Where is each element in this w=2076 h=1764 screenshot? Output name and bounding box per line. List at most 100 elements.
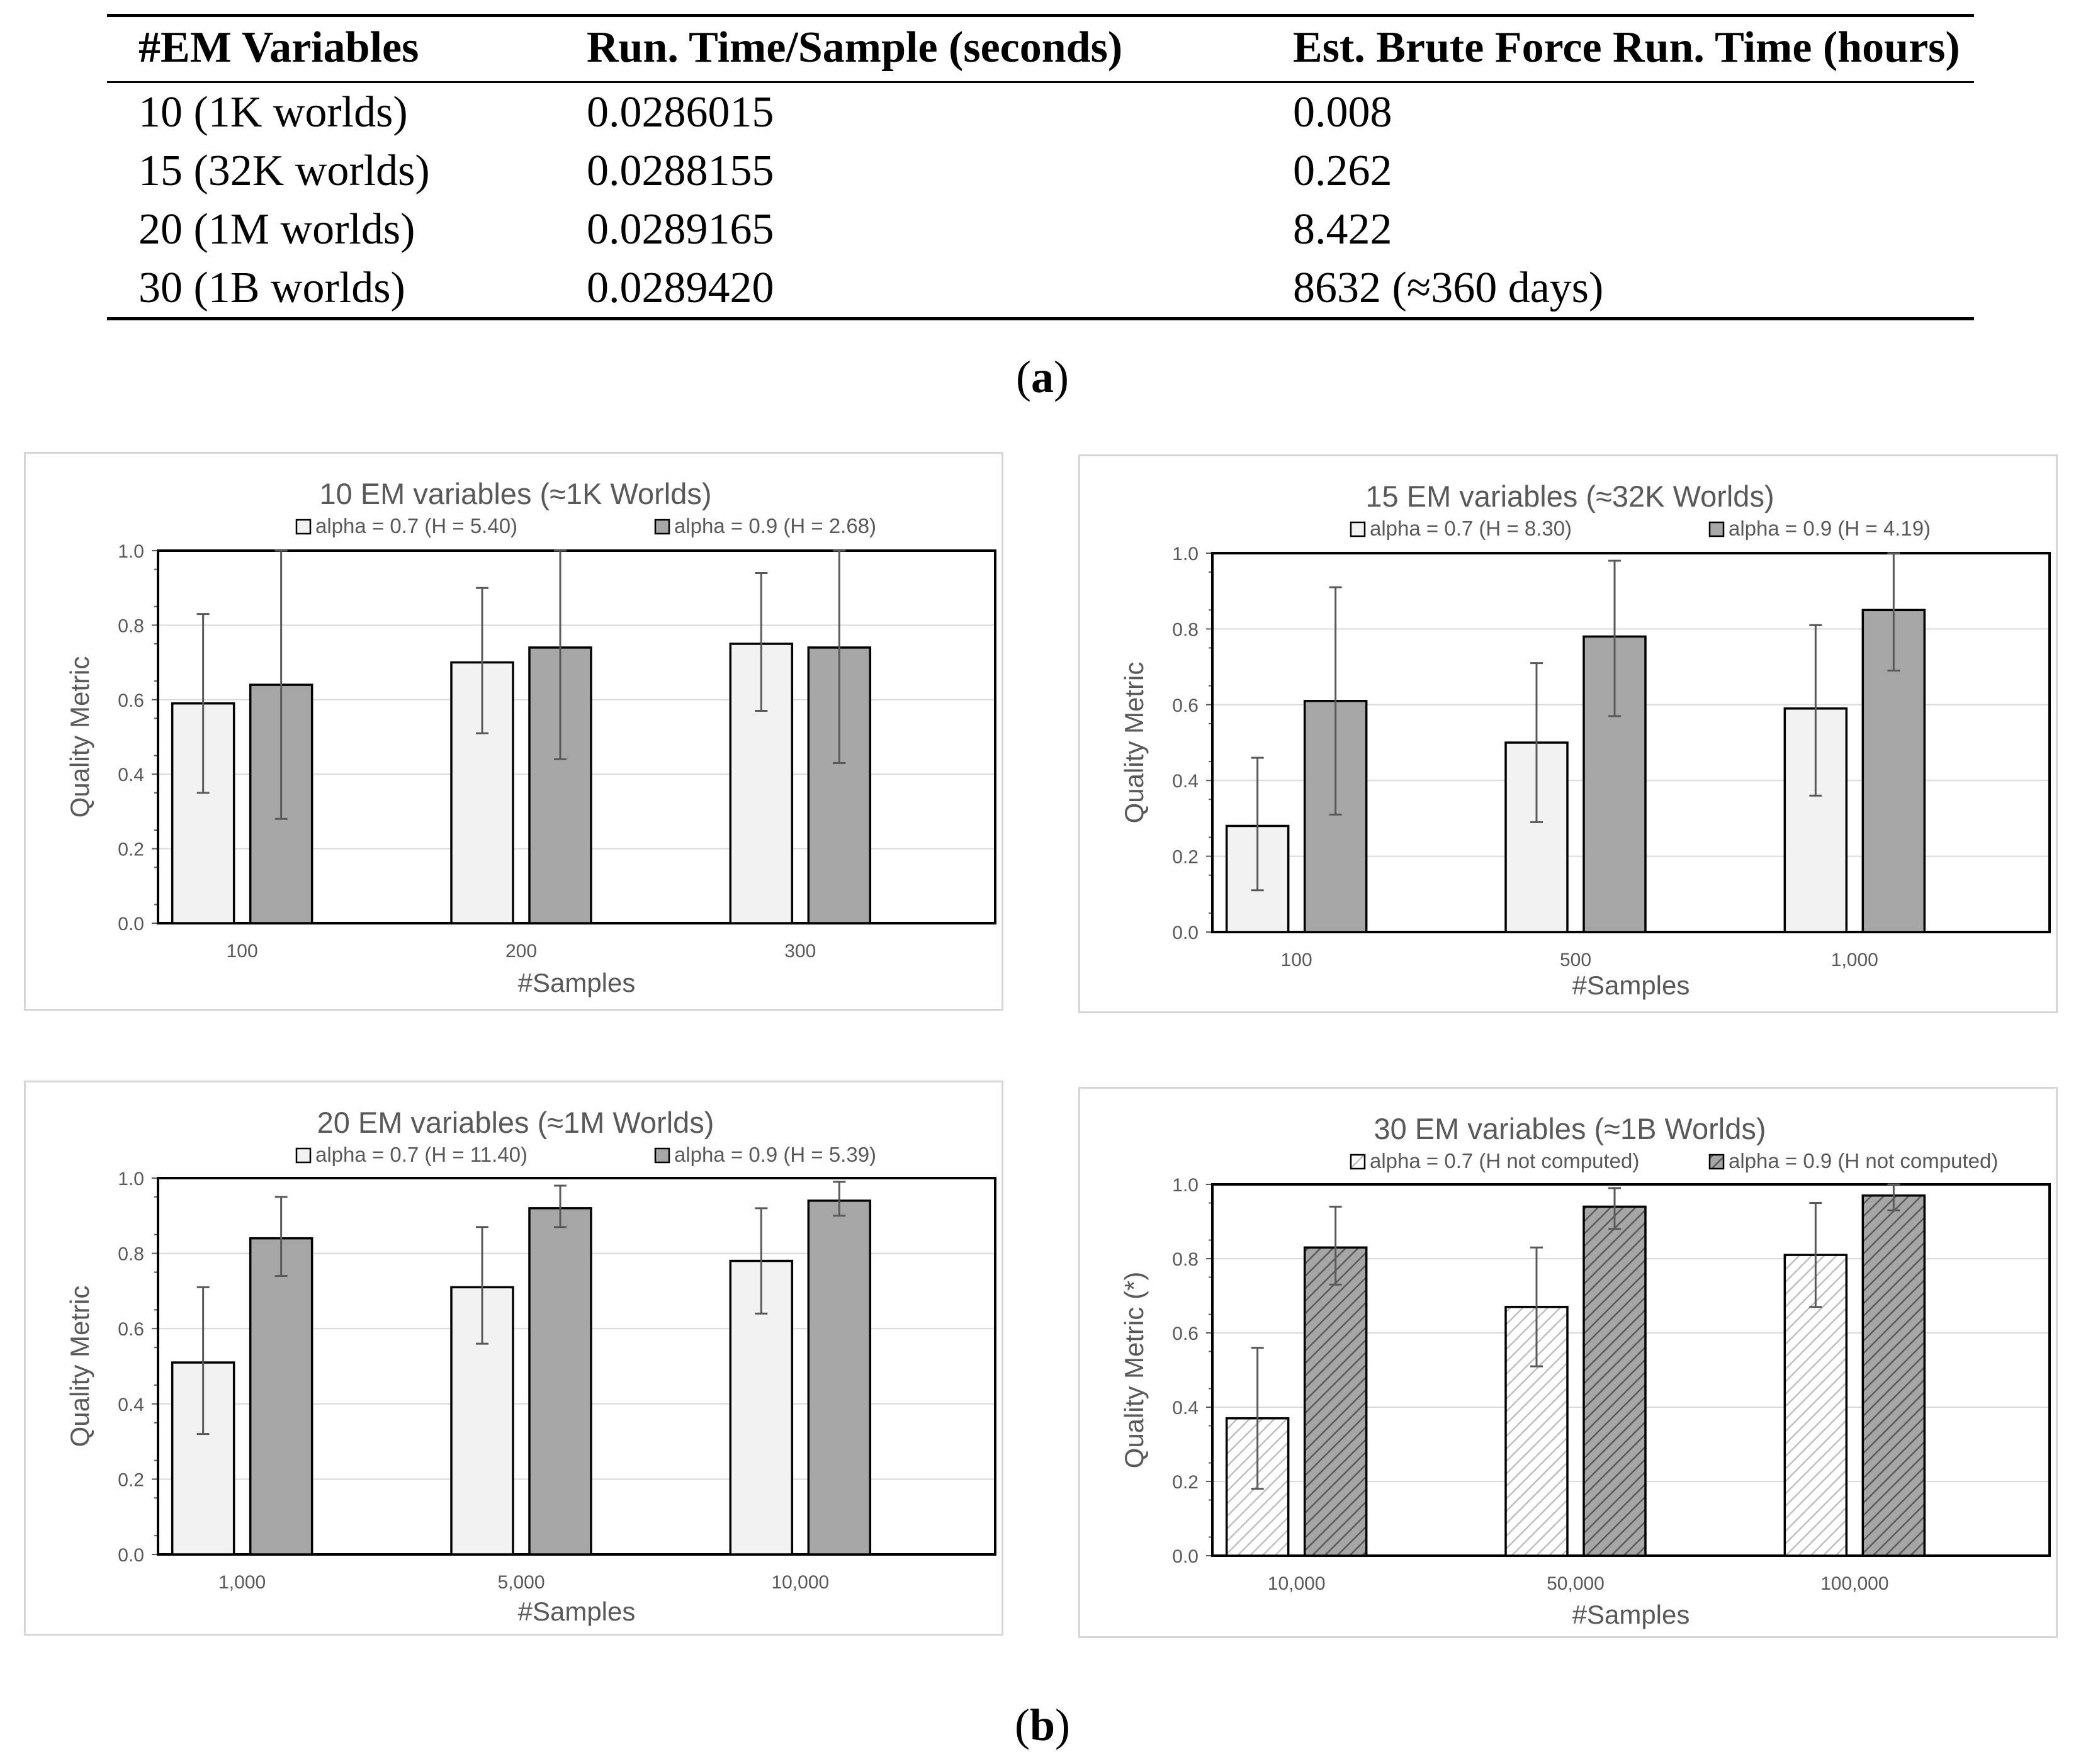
chart-svg: 10 EM variables (≈1K Worlds) alpha = 0.7 …: [65, 477, 996, 997]
table-cell: 8632 (≈360 days): [1293, 263, 1604, 312]
legend-swatch: [1350, 1154, 1366, 1170]
table-cell: 0.0288155: [587, 146, 774, 195]
figure-caption: (b): [979, 1699, 1105, 1751]
legend-label: alpha = 0.9 (H = 4.19): [1729, 517, 1931, 540]
legend-swatch: [654, 1147, 670, 1164]
y-tick-label: 0.8: [118, 1244, 144, 1265]
x-tick-label: 200: [505, 941, 537, 962]
y-tick-label: 1.0: [118, 1169, 144, 1189]
table-cell: 15 (32K worlds): [138, 146, 430, 195]
bar: [249, 1237, 313, 1556]
table-cell: 0.008: [1293, 87, 1392, 137]
y-tick-label: 0.0: [118, 914, 144, 935]
y-tick-label: 0.4: [118, 765, 144, 785]
x-tick-label: 100: [1281, 950, 1312, 970]
y-tick-label: 0.4: [118, 1395, 144, 1415]
table-cell: 8.422: [1293, 205, 1392, 254]
runtime-table: #EM Variables Run. Time/Sample (seconds)…: [107, 14, 1974, 320]
y-tick-label: 0.2: [118, 840, 144, 860]
y-tick-label: 0.0: [1172, 1546, 1199, 1567]
x-tick-label: 500: [1560, 950, 1591, 970]
y-tick-label: 1.0: [1172, 544, 1199, 565]
x-axis-label: #Samples: [518, 968, 636, 997]
x-tick-label: 100,000: [1820, 1573, 1888, 1594]
legend-label: alpha = 0.9 (H not computed): [1729, 1149, 1998, 1172]
y-tick-label: 0.8: [118, 615, 144, 636]
caption-paren: ): [1054, 352, 1069, 402]
table-header-cell: Run. Time/Sample (seconds): [587, 23, 1123, 72]
bar: [1582, 1205, 1647, 1557]
y-axis-label: Quality Metric: [1119, 662, 1149, 824]
table-row: 15 (32K worlds) 0.0288155 0.262: [107, 142, 1974, 200]
table-header-cell: Est. Brute Force Run. Time (hours): [1293, 23, 1960, 72]
y-tick-label: 0.2: [118, 1469, 144, 1490]
x-tick-label: 300: [784, 941, 816, 962]
table-row: 20 (1M worlds) 0.0289165 8.422: [107, 200, 1974, 259]
chart-title: 20 EM variables (≈1M Worlds): [317, 1106, 714, 1139]
y-tick-label: 1.0: [118, 541, 144, 562]
caption-paren: (: [1016, 352, 1031, 402]
chart-svg: 30 EM variables (≈1B Worlds) alpha = 0.7 …: [1119, 1112, 2051, 1629]
caption-letter: b: [1029, 1700, 1056, 1750]
chart-svg: 20 EM variables (≈1M Worlds) alpha = 0.7 …: [65, 1106, 996, 1626]
x-tick-label: 10,000: [771, 1572, 829, 1593]
table-cell: 20 (1M worlds): [138, 205, 415, 254]
x-tick-label: 1,000: [218, 1572, 266, 1593]
legend-label: alpha = 0.9 (H = 2.68): [674, 514, 876, 537]
y-tick-label: 0.6: [1172, 1323, 1199, 1344]
x-tick-label: 50,000: [1547, 1573, 1605, 1594]
x-tick-label: 1,000: [1831, 950, 1878, 970]
table-cell: 0.0289165: [587, 205, 774, 254]
x-tick-label: 100: [227, 941, 258, 962]
table-header-cell: #EM Variables: [138, 23, 419, 72]
y-tick-label: 0.6: [118, 690, 144, 711]
legend-swatch: [295, 519, 312, 535]
y-tick-label: 0.4: [1172, 1398, 1199, 1419]
table-header-row: #EM Variables Run. Time/Sample (seconds)…: [107, 15, 1974, 82]
y-axis-label: Quality Metric: [65, 656, 94, 818]
y-axis-label: Quality Metric: [65, 1286, 94, 1447]
chart-20-em-variables: 20 EM variables (≈1M Worlds) alpha = 0.7 …: [24, 1081, 1003, 1636]
y-tick-label: 0.8: [1172, 1249, 1199, 1270]
table-cell: 10 (1K worlds): [138, 87, 408, 137]
x-tick-label: 10,000: [1268, 1573, 1326, 1594]
legend-label: alpha = 0.7 (H not computed): [1370, 1149, 1639, 1172]
table-row: 10 (1K worlds) 0.0286015 0.008: [107, 82, 1974, 142]
legend-label: alpha = 0.7 (H = 8.30): [1370, 517, 1572, 540]
table-cell: 30 (1B worlds): [138, 263, 405, 312]
chart-svg: 15 EM variables (≈32K Worlds) alpha = 0.7…: [1119, 480, 2051, 1000]
table-cell: 0.262: [1293, 146, 1392, 195]
y-tick-label: 1.0: [1172, 1175, 1199, 1196]
legend-label: alpha = 0.9 (H = 5.39): [674, 1143, 876, 1166]
bar: [528, 1207, 592, 1556]
y-tick-label: 0.8: [1172, 619, 1199, 640]
y-axis-label: Quality Metric (*): [1119, 1272, 1149, 1469]
chart-title: 30 EM variables (≈1B Worlds): [1374, 1112, 1766, 1145]
table-cell: 0.0286015: [587, 87, 774, 137]
bar: [807, 1199, 872, 1556]
x-axis-label: #Samples: [518, 1597, 636, 1626]
y-tick-label: 0.2: [1172, 847, 1199, 868]
legend-swatch: [654, 519, 670, 535]
chart-15-em-variables: 15 EM variables (≈32K Worlds) alpha = 0.7…: [1078, 454, 2058, 1013]
y-tick-label: 0.6: [1172, 695, 1199, 716]
y-tick-label: 0.2: [1172, 1472, 1199, 1493]
bar: [1303, 1246, 1368, 1557]
chart-30-em-variables: 30 EM variables (≈1B Worlds) alpha = 0.7 …: [1078, 1087, 2058, 1638]
x-axis-label: #Samples: [1572, 1600, 1690, 1629]
legend-swatch: [295, 1147, 312, 1164]
chart-title: 15 EM variables (≈32K Worlds): [1365, 480, 1774, 513]
y-tick-label: 0.6: [118, 1319, 144, 1340]
y-tick-label: 0.4: [1172, 771, 1199, 792]
caption-paren: (: [1014, 1700, 1030, 1750]
x-tick-label: 5,000: [497, 1572, 544, 1593]
legend-swatch: [1708, 521, 1725, 537]
legend-swatch: [1708, 1154, 1725, 1170]
legend-swatch: [1350, 521, 1366, 537]
legend-label: alpha = 0.7 (H = 11.40): [315, 1143, 527, 1166]
caption-letter: a: [1031, 352, 1054, 402]
x-axis-label: #Samples: [1572, 970, 1690, 1000]
table-caption: (a): [979, 351, 1105, 403]
y-tick-label: 0.0: [118, 1545, 144, 1566]
caption-paren: ): [1055, 1700, 1070, 1750]
